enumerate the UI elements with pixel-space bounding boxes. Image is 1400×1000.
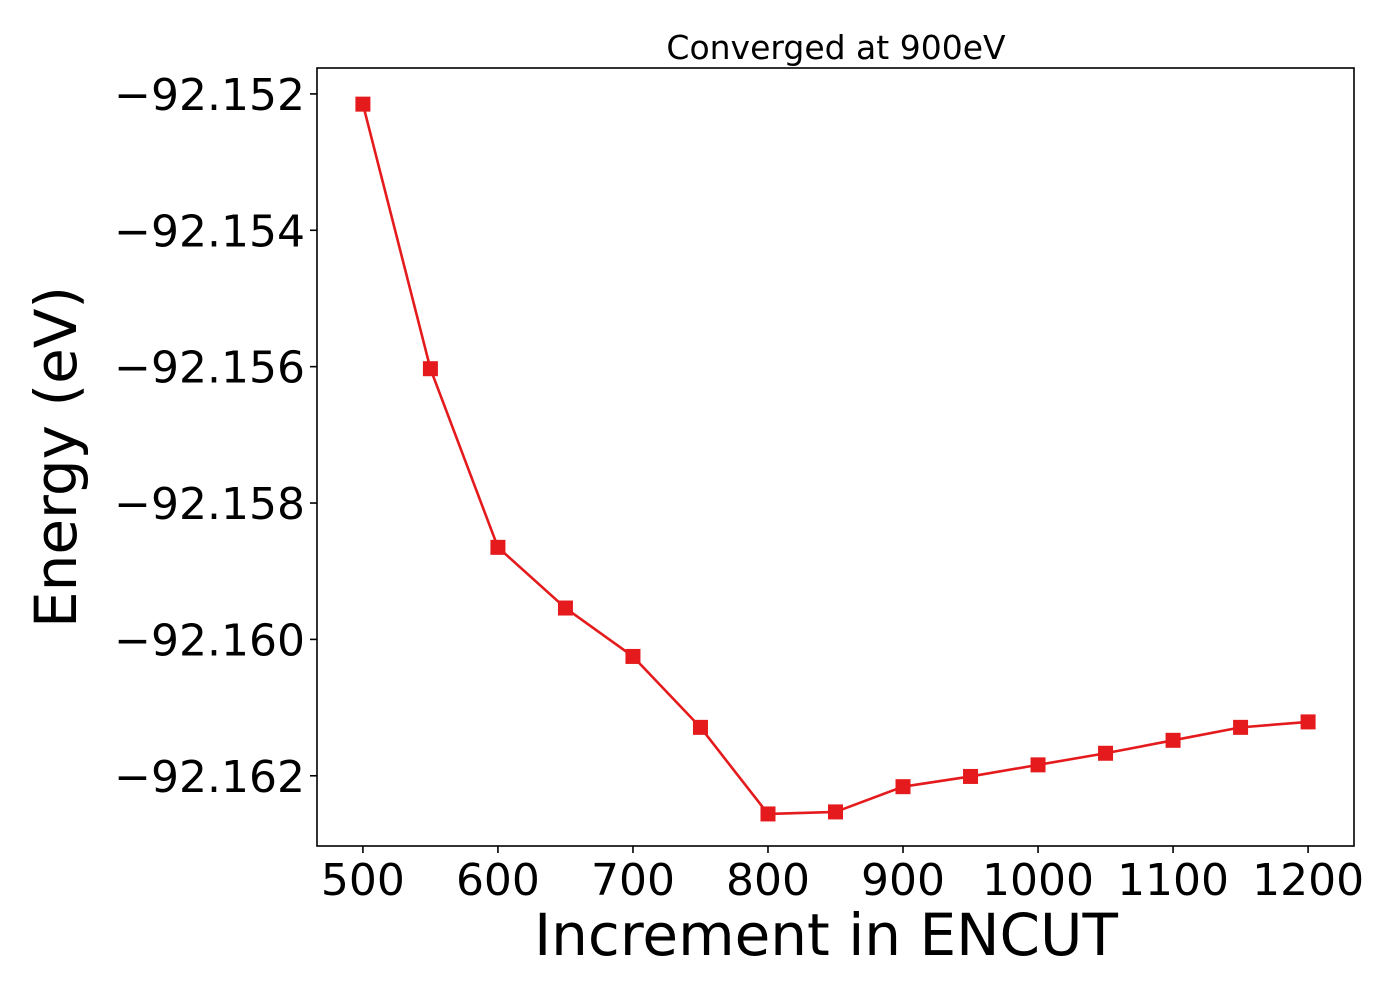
x-axis: 500 600 700 800 900 1000 1100 1200 (321, 846, 1364, 906)
x-tick-label: 1100 (1117, 855, 1229, 906)
y-tick-label: −92.154 (114, 206, 305, 257)
data-point-marker (828, 804, 843, 820)
y-axis: −92.152 −92.154 −92.156 −92.158 −92.160 −92.1… (114, 70, 317, 803)
x-axis-label: Increment in ENCUT (534, 901, 1118, 969)
data-point-marker (625, 648, 641, 664)
data-point-marker (760, 806, 776, 822)
x-tick-label: 900 (861, 855, 945, 906)
x-tick-label: 600 (456, 855, 540, 906)
data-point-marker (692, 719, 708, 735)
data-point-marker (1030, 757, 1046, 773)
data-point-marker (963, 768, 979, 784)
plot-frame (316, 67, 1355, 847)
y-tick-label: −92.160 (114, 615, 305, 666)
data-point-marker (1165, 732, 1181, 748)
y-axis-label: Energy (eV) (22, 286, 90, 628)
y-tick-label: −92.152 (114, 70, 305, 121)
x-tick-label: 1000 (982, 855, 1094, 906)
plot-area (355, 96, 1316, 822)
x-tick-label: 800 (726, 855, 810, 906)
data-point-marker (355, 96, 371, 112)
x-tick-label: 500 (321, 855, 405, 906)
data-point-marker (1300, 714, 1316, 730)
y-tick-label: −92.162 (114, 752, 305, 803)
data-point-marker (895, 779, 911, 795)
data-point-marker (422, 361, 438, 377)
data-point-marker (1098, 745, 1114, 761)
data-point-marker (1233, 719, 1249, 735)
data-point-marker (490, 539, 506, 555)
series-line (361, 103, 1309, 816)
x-tick-label: 1200 (1252, 855, 1364, 906)
data-point-marker (557, 600, 573, 616)
x-tick-label: 700 (591, 855, 675, 906)
chart-title: Converged at 900eV (666, 28, 1006, 67)
y-tick-label: −92.158 (114, 479, 305, 530)
y-tick-label: −92.156 (114, 343, 305, 394)
